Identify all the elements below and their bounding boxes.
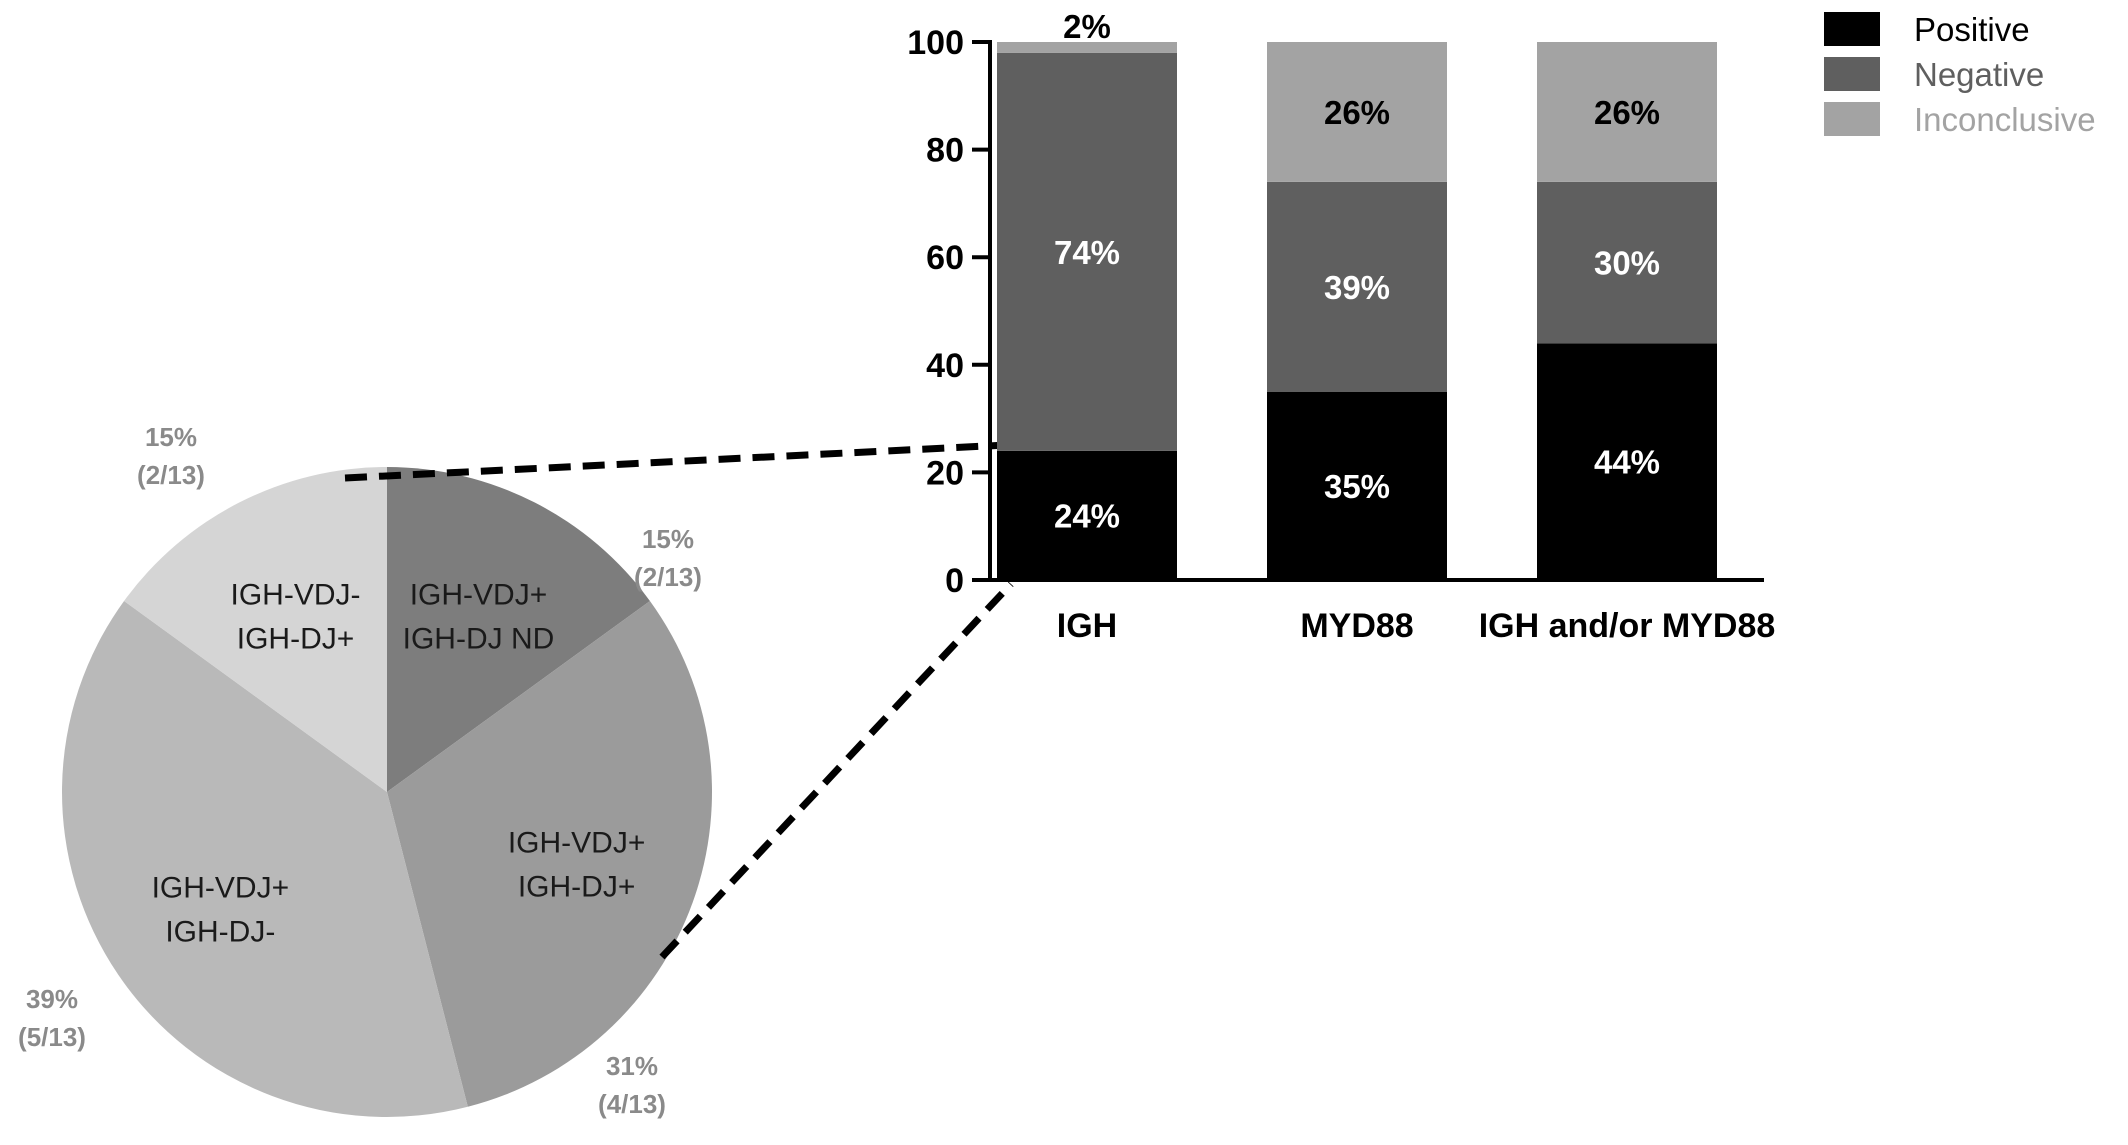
pie-slice <box>61 600 468 1118</box>
stacked-bar-chart: 24% 74% 2% 35% 39% 26% 44% 30% 26% IGH MYD88 IGH a… <box>907 8 2095 645</box>
bar-axes: IGH MYD88 IGH and/or MYD88 0 20 40 60 80 100 <box>907 24 1775 645</box>
bar-data-label: 26% <box>1594 94 1660 131</box>
y-tick-label: 0 <box>945 562 964 600</box>
bar-segment-inconclusive <box>1267 42 1447 182</box>
legend: Positive Negative Inconclusive <box>1824 11 2096 138</box>
legend-swatch-negative <box>1824 57 1880 91</box>
bar-data-label: 30% <box>1594 245 1660 282</box>
zoom-connector-lines <box>344 441 1014 960</box>
connector-line-bottom <box>659 581 1014 960</box>
pie-pct-label: 15% <box>145 422 197 452</box>
pie-pct-label: 31% <box>606 1051 658 1081</box>
bar-data-labels: 24% 74% 2% 35% 39% 26% 44% 30% 26% <box>1054 8 1660 534</box>
bar-segment-positive <box>1537 343 1717 580</box>
y-tick-label: 40 <box>926 347 964 385</box>
x-tick-label: MYD88 <box>1300 607 1413 645</box>
bar-segment-positive <box>997 450 1177 580</box>
pie-slice <box>124 467 388 792</box>
y-tick-label: 80 <box>926 132 964 170</box>
bar-segment-negative <box>1267 181 1447 392</box>
pie-slice <box>387 467 650 792</box>
x-tick-label: IGH <box>1057 607 1117 645</box>
bar-data-label: 24% <box>1054 497 1120 534</box>
bar-data-label: 35% <box>1324 468 1390 505</box>
bar-segment-negative <box>1537 181 1717 344</box>
bar-data-label: 2% <box>1063 8 1111 45</box>
bar-segment-inconclusive <box>997 42 1177 53</box>
connector-line-top <box>344 441 1010 482</box>
pie-slice-label: IGH-DJ+ <box>518 870 636 903</box>
x-tick-label: IGH and/or MYD88 <box>1479 607 1776 645</box>
pie-count-label: (2/13) <box>634 562 702 592</box>
bar-data-label: 26% <box>1324 94 1390 131</box>
bar-data-label: 44% <box>1594 444 1660 481</box>
legend-swatch-positive <box>1824 12 1880 46</box>
legend-swatch-inconclusive <box>1824 102 1880 136</box>
legend-label: Negative <box>1914 56 2044 93</box>
y-tick-label: 20 <box>926 454 964 492</box>
pie-slice-label: IGH-DJ+ <box>237 622 355 655</box>
pie-pct-label: 15% <box>642 524 694 554</box>
pie-slice <box>387 600 712 1107</box>
pie-slice-label: IGH-VDJ- <box>231 578 361 611</box>
pie-slice-label: IGH-DJ ND <box>403 622 555 655</box>
y-tick-label: 60 <box>926 239 964 277</box>
y-tick-label: 100 <box>907 24 964 62</box>
bar-data-label: 39% <box>1324 269 1390 306</box>
pie-slice-label: IGH-VDJ+ <box>410 578 548 611</box>
legend-label: Inconclusive <box>1914 101 2096 138</box>
pie-pct-label: 39% <box>26 984 78 1014</box>
bar-segment-inconclusive <box>1537 42 1717 182</box>
pie-count-label: (2/13) <box>137 460 205 490</box>
bar-segments <box>997 42 1717 580</box>
pie-chart: IGH-VDJ+ IGH-DJ ND 15% (2/13) IGH-VDJ+ IGH-DJ… <box>18 422 712 1119</box>
pie-slice-label: IGH-VDJ+ <box>152 871 290 904</box>
bar-segment-positive <box>1267 391 1447 580</box>
bar-data-label: 74% <box>1054 234 1120 271</box>
pie-slice-label: IGH-DJ- <box>165 915 275 948</box>
pie-slice-label: IGH-VDJ+ <box>508 826 646 859</box>
pie-count-label: (4/13) <box>598 1089 666 1119</box>
bar-segment-negative <box>997 52 1177 451</box>
legend-label: Positive <box>1914 11 2030 48</box>
pie-count-label: (5/13) <box>18 1022 86 1052</box>
